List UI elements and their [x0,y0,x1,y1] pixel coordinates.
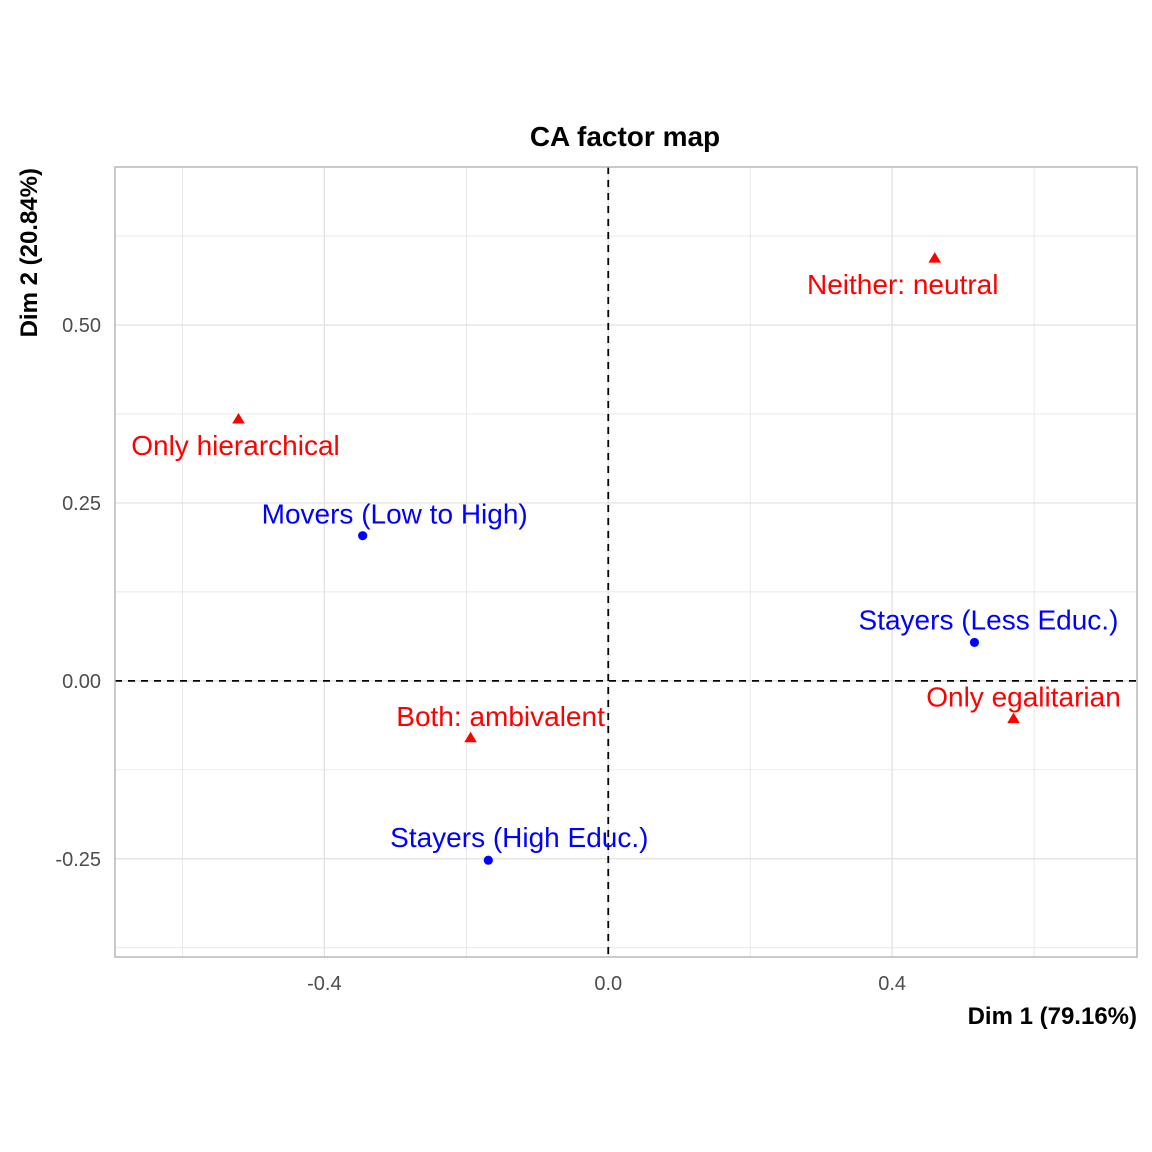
point-label: Only egalitarian [926,682,1121,713]
point-label: Only hierarchical [131,430,340,461]
point-label: Stayers (Less Educ.) [859,604,1119,635]
y-axis-title: Dim 2 (20.84%) [16,168,43,337]
data-point-circle [358,531,368,541]
data-point-circle [483,855,493,865]
data-point-triangle [464,731,477,743]
y-tick-label: 0.50 [62,315,101,337]
x-axis-title: Dim 1 (79.16%) [968,1003,1137,1030]
point-label: Stayers (High Educ.) [390,822,648,853]
y-tick-label: -0.25 [55,849,101,871]
tick-labels: -0.4 0.0 0.4 -0.25 0.00 0.25 0.50 [55,315,906,995]
data-point-circle [969,637,980,648]
data-point-triangle [232,412,245,424]
panel-border [114,166,1138,958]
x-tick-label: 0.4 [878,973,906,995]
y-tick-label: 0.25 [62,493,101,515]
point-label: Neither: neutral [807,269,998,300]
y-tick-label: 0.00 [62,671,101,693]
point-label: Both: ambivalent [396,701,605,732]
data-point-triangle [1007,712,1020,724]
reference-lines [115,167,1137,957]
data-point-triangle [928,252,942,263]
x-tick-label: -0.4 [307,973,341,995]
x-tick-label: 0.0 [594,973,622,995]
point-label: Movers (Low to High) [262,499,528,530]
chart-title: CA factor map [530,121,720,152]
point-labels: Movers (Low to High) Stayers (Less Educ.)… [131,269,1121,853]
data-points [232,252,1020,865]
